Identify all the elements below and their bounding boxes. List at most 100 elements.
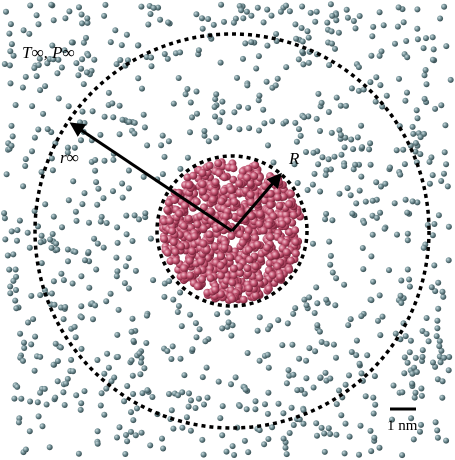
vapor-particle	[409, 381, 415, 387]
vapor-particle	[279, 342, 285, 348]
vapor-particle	[226, 319, 232, 325]
vapor-particle	[7, 290, 13, 296]
vapor-particle	[37, 354, 43, 360]
droplet-particle	[209, 196, 217, 204]
vapor-particle	[27, 428, 33, 434]
vapor-particle	[52, 302, 58, 308]
vapor-particle	[148, 55, 154, 61]
vapor-particle	[273, 31, 279, 37]
vapor-particle	[157, 17, 163, 23]
vapor-particle	[160, 133, 166, 139]
vapor-particle	[257, 358, 263, 364]
vapor-particle	[13, 267, 19, 273]
vapor-particle	[66, 197, 72, 203]
vapor-particle	[92, 302, 98, 308]
vapor-particle	[91, 57, 97, 63]
vapor-particle	[220, 403, 226, 409]
vapor-particle	[398, 278, 404, 284]
vapor-particle	[370, 279, 376, 285]
vapor-particle	[260, 107, 266, 113]
vapor-particle	[338, 132, 344, 138]
vapor-particle	[403, 333, 409, 339]
vapor-particle	[255, 328, 261, 334]
vapor-particle	[396, 76, 402, 82]
vapor-particle	[183, 91, 189, 97]
vapor-particle	[422, 96, 428, 102]
vapor-particle	[415, 115, 421, 121]
vapor-particle	[413, 140, 419, 146]
vapor-particle	[448, 77, 454, 83]
vapor-particle	[317, 329, 323, 335]
droplet-particle	[252, 262, 260, 270]
vapor-particle	[264, 7, 270, 13]
vapor-particle	[306, 294, 312, 300]
vapor-particle	[13, 102, 19, 108]
vapor-particle	[73, 392, 79, 398]
vapor-particle	[323, 211, 329, 217]
vapor-particle	[253, 398, 259, 404]
vapor-particle	[244, 82, 250, 88]
droplet-radius-label: R	[288, 149, 300, 168]
vapor-particle	[8, 80, 14, 86]
vapor-particle	[418, 422, 424, 428]
vapor-particle	[315, 161, 321, 167]
vapor-particle	[94, 357, 100, 363]
vapor-particle	[97, 132, 103, 138]
vapor-particle	[131, 338, 137, 344]
vapor-particle	[349, 349, 355, 355]
vapor-particle	[149, 394, 155, 400]
vapor-particle	[284, 451, 290, 457]
vapor-particle	[2, 236, 8, 242]
vapor-particle	[14, 384, 20, 390]
droplet-particle	[269, 271, 277, 279]
vapor-particle	[34, 12, 40, 18]
vapor-particle	[129, 329, 135, 335]
vapor-particle	[287, 430, 293, 436]
vapor-particle	[179, 425, 185, 431]
vapor-particle	[130, 417, 136, 423]
vapor-particle	[265, 352, 271, 358]
vapor-particle	[129, 357, 135, 363]
vapor-particle	[430, 172, 436, 178]
vapor-particle	[130, 316, 136, 322]
vapor-particle	[201, 128, 207, 134]
vapor-particle	[264, 79, 270, 85]
vapor-particle	[434, 325, 440, 331]
vapor-particle	[367, 140, 373, 146]
vapor-particle	[396, 4, 402, 10]
vapor-particle	[377, 292, 383, 298]
vapor-particle	[120, 117, 126, 123]
vapor-particle	[240, 15, 246, 21]
vapor-particle	[217, 119, 223, 125]
vapor-particle	[341, 163, 347, 169]
vapor-particle	[18, 396, 24, 402]
vapor-particle	[423, 67, 429, 73]
vapor-particle	[206, 138, 212, 144]
vapor-particle	[122, 280, 128, 286]
vapor-particle	[269, 13, 275, 19]
vapor-particle	[237, 403, 243, 409]
vapor-particle	[68, 357, 74, 363]
vapor-particle	[310, 182, 316, 188]
vapor-particle	[70, 178, 76, 184]
droplet-particle	[211, 286, 219, 294]
vapor-particle	[231, 452, 237, 458]
vapor-particle	[11, 396, 17, 402]
vapor-particle	[59, 224, 65, 230]
vapor-particle	[102, 158, 108, 164]
vapor-particle	[400, 147, 406, 153]
vapor-particle	[264, 43, 270, 49]
vapor-particle	[187, 129, 193, 135]
vapor-particle	[283, 3, 289, 9]
vapor-particle	[430, 34, 436, 40]
vapor-particle	[216, 379, 222, 385]
vapor-particle	[14, 227, 20, 233]
vapor-particle	[55, 378, 61, 384]
vapor-particle	[434, 333, 440, 339]
vapor-particle	[360, 266, 366, 272]
vapor-particle	[150, 277, 156, 283]
vapor-particle	[185, 155, 191, 161]
vapor-particle	[403, 38, 409, 44]
vapor-particle	[53, 341, 59, 347]
vapor-particle	[294, 387, 300, 393]
